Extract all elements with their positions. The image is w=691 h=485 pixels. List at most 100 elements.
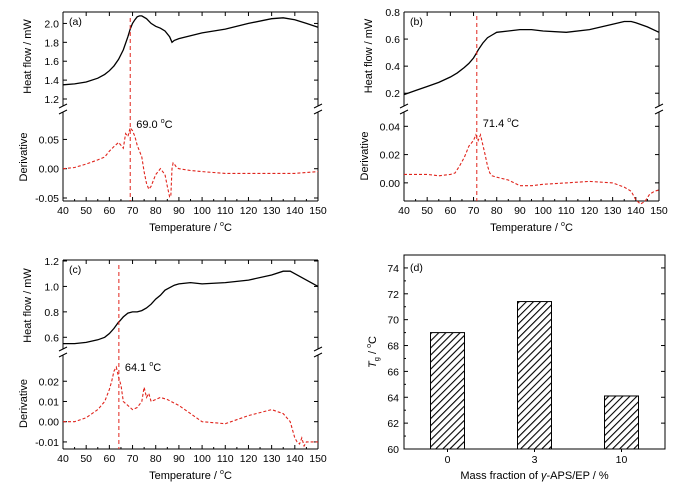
y-axis-label-upper: Heat flow / mW	[22, 19, 34, 94]
panel-a: 40 50 60 70 80 90 100 110 120 130 140 150 Temperatur…	[18, 11, 327, 234]
axis-break-mark	[313, 103, 323, 109]
y-axis-label-sep: /	[367, 348, 379, 357]
x-axis-label: Temperature / oC	[490, 221, 573, 234]
y-tick-label-upper: 1.6	[44, 56, 59, 68]
y-tick-label: 66	[387, 366, 399, 378]
y-axis-label-lower: Derivative	[18, 379, 30, 428]
x-tick-label: 150	[650, 205, 668, 217]
axis-break-mark	[58, 352, 68, 358]
x-tick-label: 70	[127, 453, 139, 465]
x-tick-label: 80	[150, 453, 162, 465]
y-tick-label-lower: 0.05	[39, 134, 60, 146]
y-tick-label-lower: -0.05	[35, 193, 59, 205]
x-tick-label: 90	[514, 205, 526, 217]
x-tick-label: 110	[558, 205, 575, 217]
axis-break-mark	[313, 352, 323, 358]
y-tick-label-upper: 1.8	[44, 37, 59, 49]
x-tick-label: 140	[627, 205, 645, 217]
x-tick-label: 50	[80, 205, 92, 217]
x-axis-label-unit: C	[224, 222, 232, 234]
x-axis-label-degree: o	[220, 221, 224, 228]
y-tick-label-upper: 0.4	[385, 61, 400, 73]
x-tick-label: 100	[193, 453, 211, 465]
axis-break-mark	[58, 109, 68, 115]
x-axis-label-text: Temperature /	[149, 470, 220, 482]
tg-annotation-value: 71.4	[483, 118, 507, 130]
x-tick-label: 60	[104, 205, 116, 217]
y-axis-label-lower: Derivative	[18, 133, 30, 182]
x-tick-label: 140	[286, 453, 304, 465]
y-tick-label-upper: 1.2	[44, 94, 59, 106]
x-tick-label: 10	[616, 454, 628, 466]
x-tick-label: 130	[604, 205, 622, 217]
x-tick-label: 100	[534, 205, 552, 217]
derivative-line	[63, 365, 318, 448]
x-tick-label: 110	[217, 205, 234, 217]
x-tick-label: 40	[57, 205, 69, 217]
tg-annotation-unit: C	[511, 118, 519, 130]
tg-annotation: 69.0 oC	[136, 118, 172, 131]
y-tick-label-lower: 0.01	[39, 396, 60, 408]
tg-annotation-degree: o	[149, 361, 153, 368]
tg-annotation-value: 69.0	[136, 119, 160, 131]
y-tick-label-upper: 2.0	[44, 18, 59, 30]
y-axis-label-upper: Heat flow / mW	[22, 268, 34, 343]
y-axis-label-unit: C	[367, 336, 379, 344]
x-axis-label: Mass fraction of γ-APS/EP / %	[460, 470, 609, 482]
x-axis-label-text: Temperature /	[149, 222, 220, 234]
x-axis-label: Temperature / oC	[149, 469, 232, 482]
y-axis-label: Tg / oC	[366, 336, 381, 368]
x-axis-label-unit: C	[224, 470, 232, 482]
y-tick-label-upper: 0.6	[44, 332, 59, 344]
x-tick-label: 120	[581, 205, 599, 217]
axis-break-mark	[58, 103, 68, 109]
x-axis-label-degree: o	[220, 469, 224, 476]
panel-label: (c)	[69, 264, 81, 276]
y-tick-label-lower: 0.00	[380, 178, 401, 190]
derivative-line	[62, 126, 319, 198]
heat-flow-line	[63, 270, 319, 345]
y-axis-label-upper: Heat flow / mW	[363, 18, 375, 93]
x-tick-label: 150	[309, 205, 327, 217]
x-tick-label: 60	[445, 205, 457, 217]
x-axis-label-pre: Mass fraction of	[460, 470, 541, 482]
x-tick-label: 130	[263, 205, 281, 217]
y-tick-label-upper: 0.2	[385, 88, 400, 100]
axis-break-mark	[313, 109, 323, 115]
y-tick-label-upper: 0.8	[385, 7, 400, 19]
heat-flow-line	[403, 20, 660, 96]
x-axis-label-unit: C	[565, 222, 573, 234]
y-tick-label: 64	[387, 392, 399, 404]
tg-annotation-unit: C	[153, 362, 161, 374]
y-tick-label-upper: 1.0	[44, 281, 59, 293]
x-tick-label: 40	[398, 205, 410, 217]
x-tick-label: 0	[445, 454, 451, 466]
y-axis-label-symbol: T	[367, 360, 379, 368]
x-tick-label: 90	[173, 453, 185, 465]
panel-b: 40 50 60 70 80 90 100 110 120 130 140 150 Temperatur…	[359, 7, 668, 234]
y-tick-label: 74	[387, 263, 399, 275]
tg-annotation-degree: o	[161, 118, 165, 125]
x-tick-label: 140	[286, 205, 304, 217]
x-tick-label: 130	[263, 453, 281, 465]
y-tick-label-lower: 0.02	[39, 376, 60, 388]
panel-c: 40 50 60 70 80 90 100 110 120 130 140 150 Temperatur…	[18, 256, 327, 482]
axis-break-mark	[654, 109, 664, 115]
y-tick-label: 60	[387, 444, 399, 456]
bar-0	[430, 332, 465, 450]
x-tick-label: 90	[173, 205, 185, 217]
x-tick-label: 40	[57, 453, 69, 465]
x-tick-label: 70	[127, 205, 139, 217]
panel-label: (a)	[69, 16, 82, 28]
axis-break-mark	[399, 109, 409, 115]
axis-break-mark	[654, 103, 664, 109]
heat-flow-line	[62, 15, 319, 86]
y-tick-label: 72	[387, 289, 399, 301]
x-axis-label: Temperature / oC	[149, 221, 232, 234]
derivative-line	[404, 132, 660, 205]
y-tick-label-lower: -0.01	[35, 437, 59, 449]
y-tick-label-lower: 0.00	[39, 417, 60, 429]
x-axis-label-degree: o	[561, 221, 565, 228]
panel-d: 60 62 64 66 68 70 72 74 0 3 10 (d) Tg / oC Mass fract…	[366, 254, 666, 482]
